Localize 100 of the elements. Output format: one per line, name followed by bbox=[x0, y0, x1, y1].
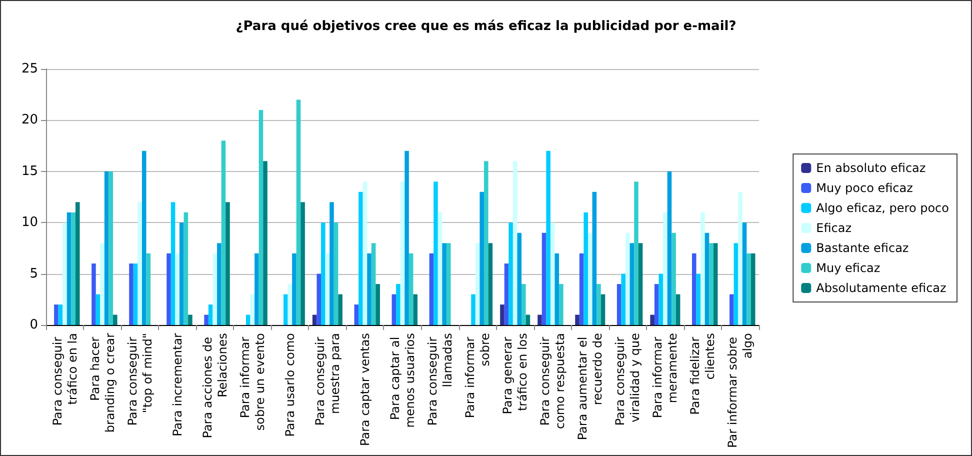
legend-label: Algo eficaz, pero poco bbox=[816, 201, 950, 215]
bar bbox=[404, 150, 409, 325]
bar bbox=[58, 304, 63, 325]
legend-label: En absoluto eficaz bbox=[816, 161, 926, 175]
bar bbox=[750, 253, 756, 325]
y-tick-label: 5 bbox=[30, 266, 38, 282]
bar bbox=[217, 243, 222, 325]
bar bbox=[166, 253, 171, 325]
y-tick-label: 15 bbox=[21, 164, 38, 179]
bar bbox=[104, 171, 109, 325]
bar bbox=[250, 294, 255, 325]
bar bbox=[634, 182, 638, 325]
bar bbox=[212, 253, 218, 325]
bar bbox=[559, 284, 564, 325]
bar bbox=[129, 264, 134, 325]
bar bbox=[358, 192, 363, 325]
bar bbox=[600, 294, 606, 325]
bar bbox=[575, 314, 580, 325]
bar bbox=[709, 243, 714, 325]
bar bbox=[696, 274, 701, 325]
x-tick-label: Para incrementar bbox=[170, 332, 184, 436]
bar bbox=[288, 284, 292, 325]
x-tick-label: Para informar sobre un evento bbox=[238, 333, 267, 431]
bar bbox=[62, 222, 67, 325]
bar bbox=[508, 222, 513, 325]
bar bbox=[638, 243, 643, 325]
bar bbox=[692, 253, 696, 325]
legend-label: Eficaz bbox=[816, 221, 852, 235]
x-tick-label: Para conseguir llamadas bbox=[426, 333, 455, 426]
bar bbox=[504, 264, 509, 325]
x-tick-label: Para captar ventas bbox=[358, 333, 372, 446]
bar bbox=[413, 294, 418, 325]
bar bbox=[113, 314, 118, 325]
bar bbox=[484, 161, 488, 325]
bar bbox=[584, 212, 588, 325]
bar bbox=[554, 253, 560, 325]
x-tick-label: Para captar al menos usuarios bbox=[388, 333, 417, 428]
bar bbox=[100, 243, 104, 325]
x-tick-label: Para conseguir tráfico en la bbox=[50, 333, 80, 426]
bar bbox=[471, 294, 476, 325]
bar bbox=[442, 243, 446, 325]
bar bbox=[188, 314, 192, 325]
bar bbox=[300, 202, 305, 325]
bar bbox=[208, 304, 213, 325]
bar bbox=[330, 202, 334, 325]
bar bbox=[226, 202, 230, 325]
y-tick-label: 25 bbox=[21, 62, 38, 76]
bar bbox=[734, 243, 738, 325]
bar bbox=[676, 294, 680, 325]
bar bbox=[179, 222, 184, 325]
bar bbox=[316, 274, 322, 325]
bar bbox=[312, 314, 317, 325]
bar bbox=[742, 222, 747, 325]
bar bbox=[54, 304, 58, 325]
bar bbox=[616, 284, 622, 325]
bar bbox=[512, 161, 518, 325]
x-tick-label: Para informar sobre bbox=[463, 333, 492, 418]
bar bbox=[596, 284, 601, 325]
bar bbox=[71, 212, 76, 325]
bar bbox=[663, 212, 668, 325]
bar bbox=[142, 150, 146, 325]
bar bbox=[546, 150, 550, 325]
bar bbox=[108, 171, 114, 325]
bar bbox=[429, 253, 434, 325]
bar bbox=[354, 304, 359, 325]
bar bbox=[204, 314, 208, 325]
bar bbox=[362, 182, 368, 325]
legend-label: Muy eficaz bbox=[816, 261, 880, 275]
bar bbox=[138, 202, 142, 325]
bar bbox=[66, 212, 72, 325]
bar bbox=[254, 253, 259, 325]
legend-label: Absolutamente eficaz bbox=[816, 281, 946, 295]
bar bbox=[517, 232, 522, 325]
x-tick-label: Para conseguir "top of mind" bbox=[125, 333, 154, 426]
bar bbox=[579, 253, 584, 325]
bar bbox=[592, 192, 597, 325]
bar bbox=[292, 253, 296, 325]
bar bbox=[376, 284, 380, 325]
bar bbox=[96, 294, 100, 325]
x-tick-label: Para conseguir muestra para bbox=[312, 333, 342, 426]
bar bbox=[704, 232, 710, 325]
y-tick-label: 20 bbox=[21, 112, 38, 128]
bar bbox=[667, 171, 672, 325]
bar bbox=[621, 274, 626, 325]
x-tick-label: Para usarlo como bbox=[282, 333, 297, 437]
bar bbox=[738, 192, 742, 325]
bar bbox=[700, 212, 705, 325]
bar bbox=[475, 243, 480, 325]
legend-label: Bastante eficaz bbox=[816, 241, 909, 255]
y-tick-label: 0 bbox=[30, 318, 38, 332]
bar bbox=[133, 264, 138, 325]
x-tick-label: Para aumentar el recuerdo de bbox=[576, 333, 605, 440]
bar bbox=[488, 243, 493, 325]
bar bbox=[713, 243, 718, 325]
bar bbox=[146, 253, 151, 325]
y-tick-label: 10 bbox=[21, 215, 38, 230]
bar bbox=[746, 253, 751, 325]
bar bbox=[400, 182, 405, 325]
x-tick-label: Para acciones de Relaciones bbox=[200, 333, 230, 438]
bar bbox=[542, 232, 546, 325]
